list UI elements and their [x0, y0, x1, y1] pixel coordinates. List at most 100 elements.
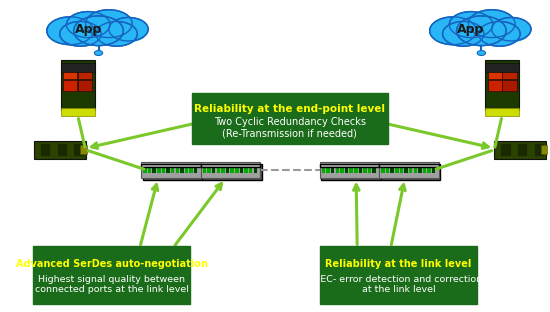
- FancyBboxPatch shape: [418, 167, 422, 173]
- FancyBboxPatch shape: [244, 167, 248, 173]
- Text: Reliability at the link level: Reliability at the link level: [326, 259, 472, 269]
- FancyBboxPatch shape: [381, 164, 440, 180]
- FancyBboxPatch shape: [390, 167, 394, 173]
- FancyBboxPatch shape: [217, 167, 220, 173]
- Circle shape: [86, 10, 132, 37]
- FancyBboxPatch shape: [78, 68, 92, 79]
- FancyBboxPatch shape: [400, 167, 403, 173]
- Ellipse shape: [52, 25, 145, 46]
- FancyBboxPatch shape: [488, 68, 502, 79]
- Text: Highest signal quality between
connected ports at the link level: Highest signal quality between connected…: [35, 275, 189, 295]
- FancyBboxPatch shape: [368, 167, 371, 173]
- FancyBboxPatch shape: [61, 108, 95, 116]
- FancyBboxPatch shape: [166, 167, 170, 173]
- FancyArrowPatch shape: [141, 185, 158, 245]
- Ellipse shape: [435, 25, 528, 46]
- FancyBboxPatch shape: [240, 167, 243, 173]
- FancyBboxPatch shape: [202, 164, 262, 180]
- FancyBboxPatch shape: [494, 140, 546, 159]
- FancyBboxPatch shape: [326, 167, 330, 173]
- FancyBboxPatch shape: [349, 167, 353, 173]
- FancyBboxPatch shape: [386, 167, 389, 173]
- FancyBboxPatch shape: [180, 167, 184, 173]
- FancyArrowPatch shape: [92, 124, 191, 149]
- FancyBboxPatch shape: [201, 164, 260, 167]
- FancyBboxPatch shape: [185, 167, 188, 173]
- FancyBboxPatch shape: [78, 80, 92, 91]
- FancyBboxPatch shape: [320, 162, 379, 178]
- FancyBboxPatch shape: [427, 167, 431, 173]
- FancyBboxPatch shape: [485, 108, 519, 116]
- Circle shape: [96, 22, 138, 46]
- FancyBboxPatch shape: [502, 80, 516, 91]
- FancyBboxPatch shape: [381, 167, 384, 173]
- FancyBboxPatch shape: [340, 167, 344, 173]
- FancyBboxPatch shape: [57, 143, 67, 156]
- FancyBboxPatch shape: [488, 80, 502, 91]
- FancyBboxPatch shape: [379, 162, 439, 178]
- FancyBboxPatch shape: [162, 167, 165, 173]
- FancyBboxPatch shape: [379, 164, 439, 167]
- FancyBboxPatch shape: [207, 167, 211, 173]
- FancyBboxPatch shape: [395, 167, 399, 173]
- Circle shape: [430, 17, 476, 45]
- FancyBboxPatch shape: [148, 167, 151, 173]
- FancyBboxPatch shape: [141, 164, 201, 167]
- Circle shape: [60, 22, 101, 46]
- FancyBboxPatch shape: [517, 143, 527, 156]
- FancyBboxPatch shape: [322, 167, 325, 173]
- FancyBboxPatch shape: [189, 167, 193, 173]
- FancyBboxPatch shape: [414, 167, 417, 173]
- Text: App: App: [457, 23, 485, 36]
- FancyBboxPatch shape: [73, 143, 84, 156]
- Text: Reliability at the end-point level: Reliability at the end-point level: [195, 104, 386, 114]
- FancyBboxPatch shape: [226, 167, 229, 173]
- FancyBboxPatch shape: [363, 167, 367, 173]
- FancyBboxPatch shape: [254, 167, 257, 173]
- FancyBboxPatch shape: [372, 167, 376, 173]
- Text: Advanced SerDes auto-negotiation: Advanced SerDes auto-negotiation: [15, 259, 207, 269]
- FancyBboxPatch shape: [203, 167, 206, 173]
- FancyBboxPatch shape: [40, 143, 51, 156]
- FancyBboxPatch shape: [201, 162, 260, 178]
- FancyBboxPatch shape: [194, 167, 197, 173]
- Circle shape: [477, 51, 486, 56]
- Circle shape: [109, 17, 148, 41]
- FancyBboxPatch shape: [404, 167, 408, 173]
- Circle shape: [67, 12, 110, 37]
- FancyBboxPatch shape: [345, 167, 348, 173]
- FancyBboxPatch shape: [235, 167, 239, 173]
- Text: FEC- error detection and correction
at the link level: FEC- error detection and correction at t…: [315, 275, 482, 295]
- FancyBboxPatch shape: [336, 167, 339, 173]
- FancyArrowPatch shape: [175, 183, 222, 245]
- FancyBboxPatch shape: [502, 68, 516, 79]
- FancyBboxPatch shape: [171, 167, 174, 173]
- FancyBboxPatch shape: [143, 167, 147, 173]
- Circle shape: [47, 17, 94, 45]
- FancyBboxPatch shape: [80, 145, 86, 154]
- FancyBboxPatch shape: [331, 167, 334, 173]
- FancyBboxPatch shape: [534, 143, 544, 156]
- FancyBboxPatch shape: [541, 145, 547, 154]
- FancyBboxPatch shape: [359, 167, 362, 173]
- FancyBboxPatch shape: [143, 164, 202, 180]
- FancyBboxPatch shape: [485, 63, 519, 72]
- FancyBboxPatch shape: [157, 167, 161, 173]
- Circle shape: [449, 12, 493, 37]
- FancyBboxPatch shape: [432, 167, 436, 173]
- FancyBboxPatch shape: [212, 167, 216, 173]
- FancyArrowPatch shape: [388, 124, 488, 149]
- FancyBboxPatch shape: [230, 167, 234, 173]
- FancyBboxPatch shape: [221, 167, 224, 173]
- FancyArrowPatch shape: [392, 185, 405, 245]
- FancyBboxPatch shape: [321, 164, 381, 180]
- FancyBboxPatch shape: [175, 167, 179, 173]
- FancyBboxPatch shape: [34, 140, 86, 159]
- Circle shape: [478, 22, 520, 46]
- FancyBboxPatch shape: [61, 60, 95, 110]
- FancyBboxPatch shape: [249, 167, 252, 173]
- FancyBboxPatch shape: [63, 80, 78, 91]
- Circle shape: [492, 17, 531, 41]
- FancyBboxPatch shape: [61, 63, 95, 72]
- Circle shape: [74, 16, 123, 46]
